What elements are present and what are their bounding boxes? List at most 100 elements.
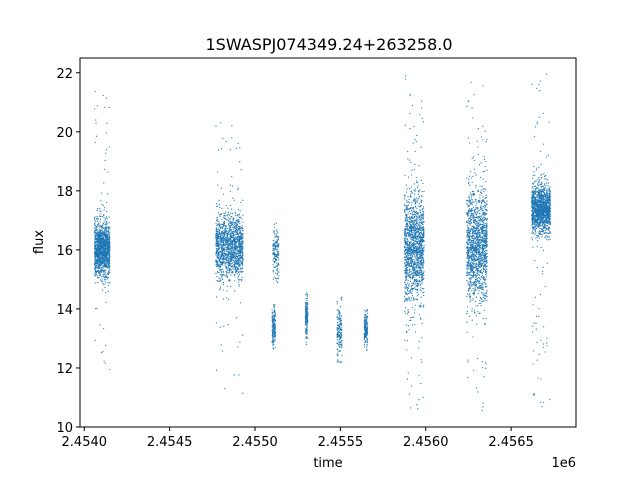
data-point bbox=[230, 221, 232, 223]
data-point bbox=[407, 176, 410, 178]
data-point bbox=[418, 246, 420, 248]
data-point bbox=[412, 208, 415, 210]
data-point bbox=[406, 270, 408, 272]
data-point bbox=[108, 233, 110, 236]
data-point bbox=[106, 226, 108, 229]
data-point bbox=[106, 231, 108, 233]
data-point bbox=[419, 210, 421, 212]
data-point bbox=[98, 254, 100, 256]
data-point bbox=[94, 257, 96, 259]
data-point bbox=[276, 236, 278, 238]
data-point bbox=[231, 185, 234, 187]
data-point bbox=[106, 240, 109, 242]
data-point bbox=[106, 255, 108, 257]
data-point bbox=[274, 323, 276, 325]
data-point bbox=[423, 244, 425, 247]
data-point bbox=[100, 257, 102, 260]
data-point bbox=[226, 255, 228, 257]
data-point bbox=[107, 193, 109, 195]
data-point bbox=[413, 229, 415, 231]
data-point bbox=[238, 246, 240, 248]
data-point bbox=[106, 273, 109, 275]
data-point bbox=[222, 259, 224, 261]
data-point bbox=[413, 227, 415, 229]
data-point bbox=[411, 324, 414, 326]
data-point bbox=[338, 345, 340, 347]
data-point bbox=[420, 107, 423, 109]
data-point bbox=[416, 250, 418, 252]
data-point bbox=[225, 275, 227, 277]
data-point bbox=[236, 227, 238, 229]
data-point bbox=[95, 224, 97, 226]
data-point bbox=[413, 223, 415, 225]
data-point bbox=[224, 258, 226, 261]
data-point bbox=[411, 251, 413, 253]
data-point bbox=[218, 246, 220, 249]
data-point bbox=[233, 258, 235, 260]
data-point bbox=[96, 217, 98, 219]
data-point bbox=[420, 200, 422, 202]
data-point bbox=[413, 210, 415, 212]
data-point bbox=[407, 262, 409, 264]
data-point bbox=[337, 318, 340, 320]
data-point bbox=[227, 233, 229, 235]
data-point bbox=[422, 182, 424, 185]
data-point bbox=[232, 232, 234, 234]
data-point bbox=[414, 139, 416, 141]
data-point bbox=[101, 203, 103, 206]
data-point bbox=[238, 238, 240, 240]
data-point bbox=[405, 279, 407, 282]
data-point bbox=[225, 261, 227, 264]
data-point bbox=[405, 278, 407, 280]
data-point bbox=[275, 259, 277, 261]
data-point bbox=[98, 277, 100, 279]
data-point bbox=[273, 271, 275, 273]
data-point bbox=[222, 289, 224, 291]
data-point bbox=[413, 213, 416, 216]
data-point bbox=[273, 223, 276, 225]
data-point bbox=[414, 229, 416, 231]
data-point bbox=[409, 246, 411, 248]
data-point bbox=[423, 288, 425, 290]
data-point bbox=[103, 238, 105, 241]
data-point bbox=[215, 248, 217, 250]
data-point bbox=[415, 245, 417, 247]
data-point bbox=[404, 256, 406, 258]
data-point bbox=[106, 210, 108, 213]
data-point bbox=[97, 225, 99, 227]
data-point bbox=[274, 266, 276, 269]
data-point bbox=[225, 140, 227, 143]
data-point bbox=[273, 229, 275, 231]
data-point bbox=[340, 329, 342, 332]
data-point bbox=[96, 209, 98, 211]
data-point bbox=[241, 244, 243, 247]
data-point bbox=[414, 150, 416, 153]
data-point bbox=[407, 279, 409, 281]
data-point bbox=[414, 331, 417, 333]
data-point bbox=[224, 233, 226, 235]
data-point bbox=[412, 242, 415, 244]
data-point bbox=[238, 219, 240, 221]
data-point bbox=[415, 231, 418, 233]
data-point bbox=[412, 266, 414, 268]
data-point bbox=[408, 234, 411, 236]
data-point bbox=[240, 271, 242, 273]
data-point bbox=[406, 255, 408, 257]
data-point bbox=[235, 222, 237, 224]
data-point bbox=[234, 247, 236, 249]
data-point bbox=[108, 264, 110, 266]
data-point bbox=[408, 198, 410, 201]
data-point bbox=[232, 220, 234, 222]
data-point bbox=[234, 275, 236, 277]
data-point bbox=[225, 270, 227, 273]
data-point bbox=[103, 360, 105, 362]
data-point bbox=[337, 344, 339, 346]
data-point bbox=[240, 268, 242, 270]
data-point bbox=[98, 250, 100, 252]
data-point bbox=[418, 165, 420, 167]
data-point bbox=[408, 393, 411, 395]
data-point bbox=[235, 221, 237, 223]
data-point bbox=[418, 340, 420, 343]
data-point bbox=[94, 252, 96, 255]
data-point bbox=[227, 247, 229, 249]
